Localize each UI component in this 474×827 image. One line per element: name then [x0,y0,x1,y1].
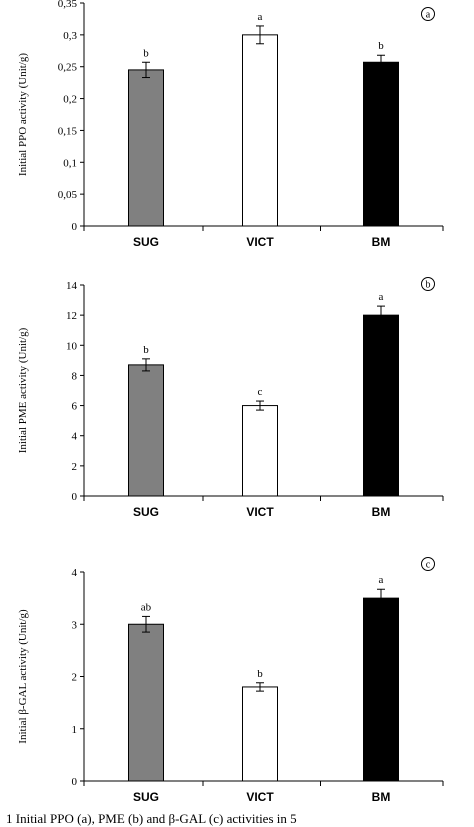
chart2-category-label: SUG [133,505,159,519]
chart3-category-label: BM [372,790,391,804]
chart3-category-label: SUG [133,790,159,804]
chart2-category-label: VICT [246,505,274,519]
chart1-significance-letter: b [143,47,149,59]
chart3-y-tick-label: 1 [72,724,78,736]
chart1-y-tick-label: 0,1 [63,157,77,169]
chart1-bar-bm [363,61,399,227]
chart1-significance-letter: b [378,40,384,52]
chart3-bar-bm [363,597,399,782]
chart2-panel-label-circle [421,277,435,291]
chart2-y-tick-label: 10 [66,340,78,352]
chart2-y-tick-label: 6 [72,401,78,413]
chart1-bar-sug [128,69,164,227]
chart3-panel-label: c [426,560,431,571]
chart3-significance-letter: b [257,668,263,680]
chart2-significance-letter: b [143,344,149,356]
chart1-y-tick-label: 0,3 [63,30,77,42]
chart2-y-tick-label: 2 [72,461,78,473]
chart3-bar-vict [242,686,278,782]
chart2-y-tick-label: 0 [72,491,78,503]
chart1-panel-label: a [426,10,431,21]
chart2-y-tick-label: 4 [72,431,78,443]
chart2-bar-sug [128,364,164,497]
chart2-significance-letter: a [379,291,384,303]
chart2-y-tick-label: 14 [66,280,78,292]
chart1-category-label: BM [372,235,391,249]
chart1-y-tick-label: 0,25 [58,62,78,74]
chart3-y-tick-label: 2 [72,672,78,684]
chart2-category-label: BM [372,505,391,519]
chart1-bar-vict [242,34,278,227]
chart1-panel-label-circle [421,7,435,21]
chart2-bar-vict [242,405,278,497]
chart1-y-tick-label: 0,35 [58,0,78,10]
chart3-y-tick-label: 3 [72,619,78,631]
chart1-y-tick-label: 0,05 [58,189,78,201]
chart3-y-tick-label: 4 [72,567,78,579]
chart3-y-axis-label: Initial β-GAL activity (Unit/g) [17,609,29,744]
chart2-y-tick-label: 8 [72,370,78,382]
chart3-significance-letter: a [379,574,384,586]
chart1-significance-letter: a [258,11,263,23]
chart2-significance-letter: c [258,386,263,398]
figure-caption: 1 Initial PPO (a), PME (b) and β-GAL (c)… [6,811,297,826]
chart1-y-tick-label: 0,2 [63,94,77,106]
chart1-category-label: VICT [246,235,274,249]
chart3-y-tick-label: 0 [72,776,78,788]
chart3-category-label: VICT [246,790,274,804]
chart3-panel-label-circle [421,557,435,571]
chart2-panel-label: b [426,280,431,291]
chart1-y-axis-label: Initial PPO activity (Unit/g) [17,53,29,176]
chart2-y-tick-label: 12 [66,310,77,322]
chart1-y-tick-label: 0 [72,221,78,233]
chart2-bar-bm [363,314,399,497]
chart2-y-axis-label: Initial PME activity (Unit/g) [17,327,29,453]
chart3-significance-letter: ab [141,601,152,613]
chart1-category-label: SUG [133,235,159,249]
chart1-y-tick-label: 0,15 [58,125,78,137]
chart3-bar-sug [128,623,164,782]
